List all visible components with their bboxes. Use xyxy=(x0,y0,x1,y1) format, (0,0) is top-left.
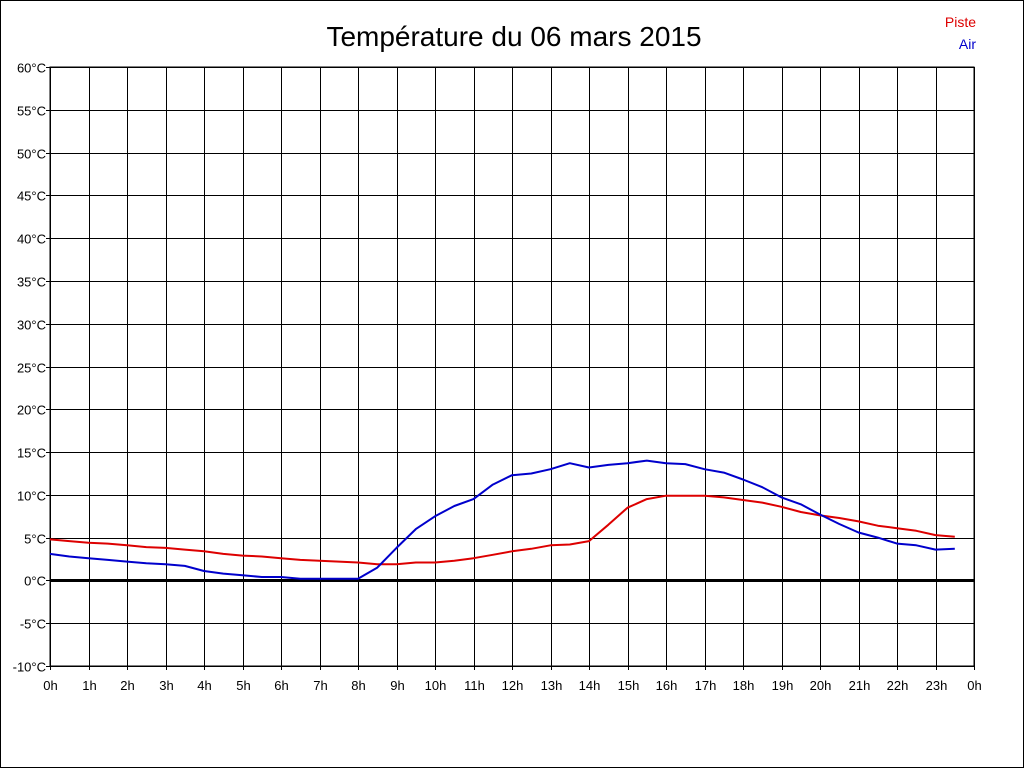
y-tick-label: -5°C xyxy=(20,617,46,632)
x-tick-label: 3h xyxy=(159,678,173,693)
x-tick-label: 4h xyxy=(197,678,211,693)
y-tick-label: -10°C xyxy=(13,660,46,675)
x-tick-label: 23h xyxy=(926,678,948,693)
legend-entry-piste: Piste xyxy=(945,14,976,30)
axes: 0h 1h 2h 3h 4h 5h 6h 7h 8h 9h 10h 11h 12h 13h 14h 15h 16… xyxy=(13,61,982,694)
y-tick-label: 55°C xyxy=(17,104,46,119)
x-tick-label: 7h xyxy=(313,678,327,693)
x-tick-label: 2h xyxy=(120,678,134,693)
y-tick-label: 0°C xyxy=(24,574,46,589)
x-tick-label: 18h xyxy=(733,678,755,693)
y-tick-label: 35°C xyxy=(17,275,46,290)
x-tick-label: 12h xyxy=(502,678,524,693)
y-tick-label: 25°C xyxy=(17,361,46,376)
legend: Piste Air xyxy=(945,14,976,52)
series-line-piste xyxy=(49,494,955,566)
x-tick-label: 11h xyxy=(464,678,485,693)
y-tick-label: 15°C xyxy=(17,446,46,461)
x-tick-label: 21h xyxy=(849,678,871,693)
x-tick-label: 0h xyxy=(43,678,57,693)
x-tick-label: 6h xyxy=(274,678,288,693)
x-tick-label: 14h xyxy=(579,678,601,693)
y-tick-label: 50°C xyxy=(17,147,46,162)
y-tick-label: 30°C xyxy=(17,318,46,333)
y-tick-label: 10°C xyxy=(17,489,46,504)
series-lines xyxy=(49,459,955,580)
series-line-air xyxy=(49,459,955,580)
x-tick-label: 17h xyxy=(695,678,717,693)
x-tick-label: 5h xyxy=(236,678,250,693)
legend-entry-air: Air xyxy=(959,36,976,52)
x-tick-label: 10h xyxy=(425,678,447,693)
y-tick-label: 20°C xyxy=(17,403,46,418)
y-tick-label: 5°C xyxy=(24,532,46,547)
x-tick-label: 19h xyxy=(772,678,794,693)
y-tick-label: 45°C xyxy=(17,189,46,204)
x-tick-label: 15h xyxy=(618,678,640,693)
y-tick-label: 60°C xyxy=(17,61,46,76)
x-tick-label: 16h xyxy=(656,678,678,693)
y-tick-label: 40°C xyxy=(17,232,46,247)
chart-title: Température du 06 mars 2015 xyxy=(326,21,701,52)
x-tick-label: 13h xyxy=(541,678,563,693)
x-tick-label: 22h xyxy=(887,678,909,693)
x-tick-label: 0h xyxy=(967,678,981,693)
x-tick-label: 9h xyxy=(390,678,404,693)
x-tick-label: 8h xyxy=(351,678,365,693)
x-tick-label: 20h xyxy=(810,678,832,693)
x-tick-label: 1h xyxy=(82,678,96,693)
